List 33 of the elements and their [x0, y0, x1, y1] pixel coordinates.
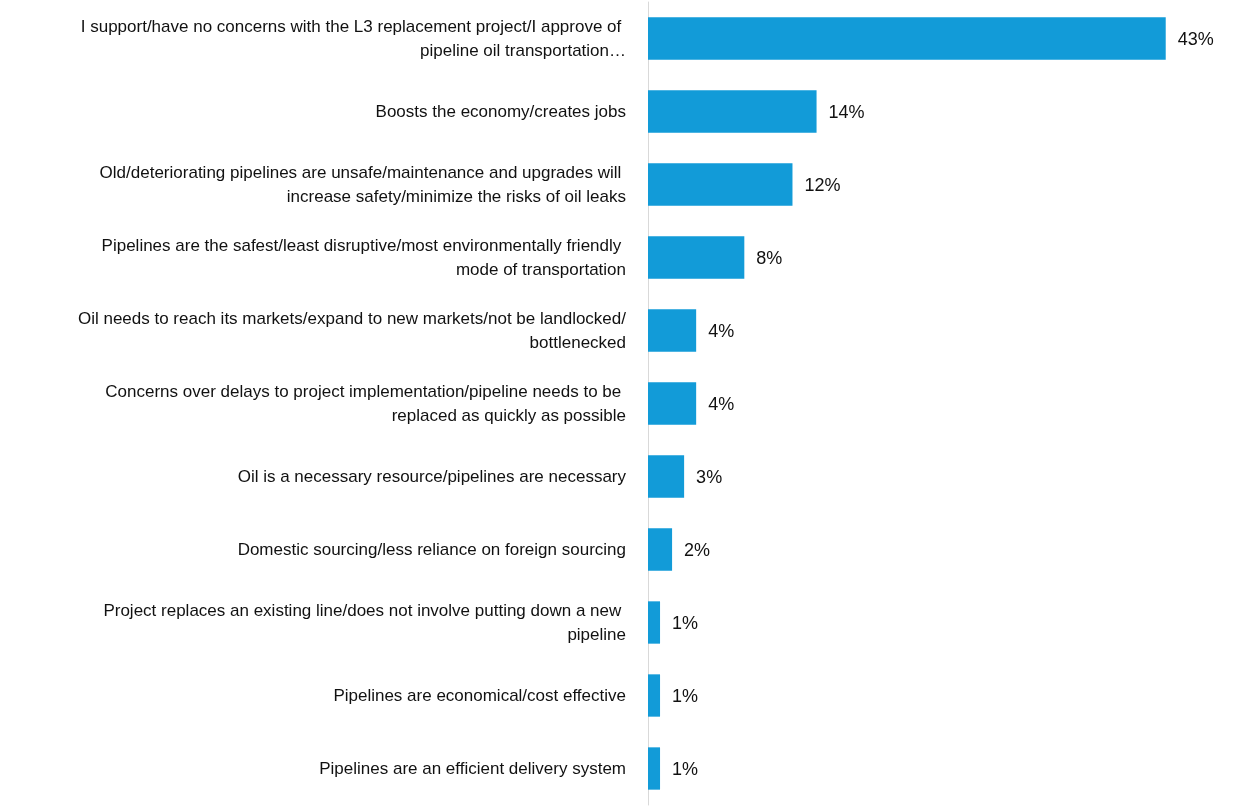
y-tick-label: Old/deteriorating pipelines are unsafe/maintenance and upgrades will increase safety/minimize the risks of oil leaks	[99, 163, 626, 206]
data-label: 2%	[684, 539, 711, 560]
y-tick-label: Pipelines are economical/cost effective	[333, 686, 626, 705]
bar	[648, 163, 793, 206]
data-label: 14%	[828, 101, 865, 122]
y-tick-label: Pipelines are an efficient delivery system	[319, 759, 626, 778]
y-tick-label: Oil is a necessary resource/pipelines are necessary	[237, 467, 627, 486]
bar	[648, 455, 685, 498]
bar	[648, 309, 697, 352]
bar	[648, 747, 661, 790]
bar	[648, 528, 673, 571]
bar	[648, 17, 1166, 60]
bar	[648, 90, 817, 133]
y-tick-label: Boosts the economy/creates jobs	[375, 102, 626, 121]
bar	[648, 674, 661, 717]
bar	[648, 382, 697, 425]
data-label: 12%	[804, 174, 841, 195]
y-tick-label: Concerns over delays to project implementation/pipeline needs to be replaced as quickly as possible	[105, 382, 626, 425]
data-label: 1%	[672, 612, 699, 633]
y-tick-label: Domestic sourcing/less reliance on foreign sourcing	[237, 540, 626, 559]
data-label: 4%	[708, 393, 735, 414]
data-label: 4%	[708, 320, 735, 341]
data-label: 3%	[696, 466, 723, 487]
data-label: 1%	[672, 685, 699, 706]
data-label: 43%	[1177, 28, 1214, 49]
bar	[648, 601, 661, 644]
y-tick-label: Project replaces an existing line/does not involve putting down a new pipeline	[103, 601, 626, 644]
data-label: 8%	[756, 247, 783, 268]
y-tick-label: I support/have no concerns with the L3 replacement project/I approve of pipeline oil transportation…	[80, 17, 626, 60]
data-label: 1%	[672, 758, 699, 779]
bar	[648, 236, 745, 279]
y-tick-label: Oil needs to reach its markets/expand to new markets/not be landlocked/bottlenecked	[77, 309, 627, 352]
y-tick-label: Pipelines are the safest/least disruptive/most environmentally friendly mode of transportation	[101, 236, 626, 279]
